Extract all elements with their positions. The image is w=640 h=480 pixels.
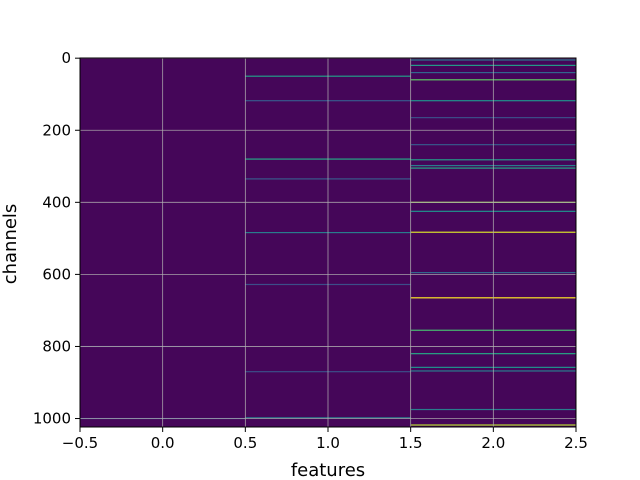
plot-area — [79, 57, 577, 428]
y-tick-label: 0 — [61, 49, 71, 67]
x-tick-label: 2.0 — [481, 434, 505, 452]
x-axis: −0.5 0.0 0.5 1.0 1.5 2.0 2.5 — [62, 427, 588, 452]
x-tick-label: −0.5 — [62, 434, 98, 452]
x-tick-label: 2.5 — [564, 434, 588, 452]
y-tick-label: 800 — [42, 337, 71, 355]
y-tick-label: 1000 — [33, 410, 71, 428]
x-tick-label: 1.5 — [399, 434, 423, 452]
y-tick-label: 200 — [42, 121, 71, 139]
x-axis-label: features — [291, 460, 365, 480]
y-axis-label: channels — [0, 204, 21, 285]
y-tick-label: 600 — [42, 265, 71, 283]
y-tick-label: 400 — [42, 193, 71, 211]
x-tick-label: 0.5 — [233, 434, 257, 452]
x-tick-label: 0.0 — [151, 434, 175, 452]
y-axis: 0 200 400 600 800 1000 — [33, 49, 80, 428]
x-tick-label: 1.0 — [316, 434, 340, 452]
